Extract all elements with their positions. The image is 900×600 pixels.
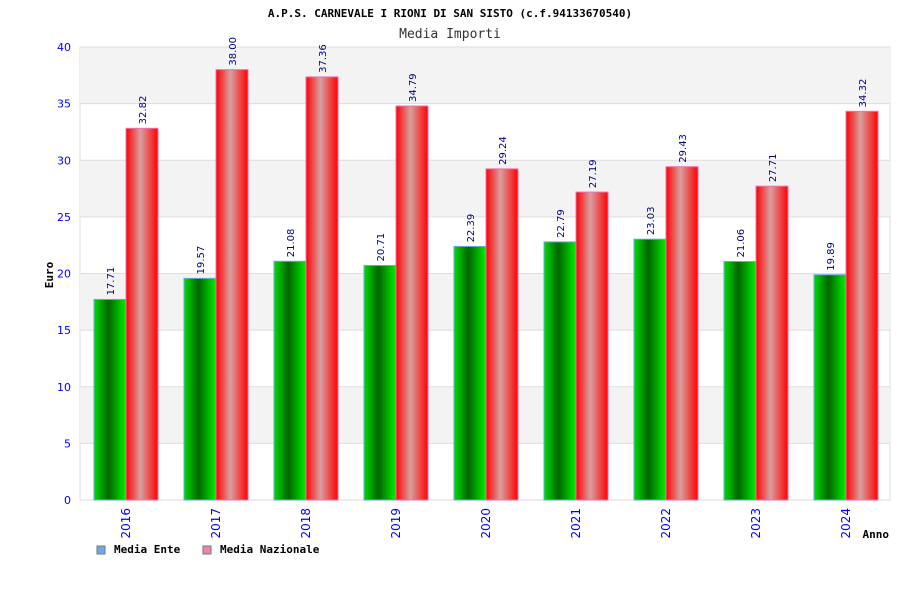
data-label: 22.79 <box>556 209 567 238</box>
bar-media-nazionale <box>485 168 519 501</box>
data-label: 21.08 <box>286 229 297 258</box>
bar-media-ente <box>363 264 397 501</box>
bar-media-nazionale <box>215 69 249 501</box>
grid-band <box>80 47 890 104</box>
x-tick-label: 2020 <box>479 508 493 539</box>
data-label: 23.03 <box>646 207 657 236</box>
bar-media-ente <box>723 260 757 501</box>
x-tick-label: 2017 <box>209 508 223 539</box>
y-tick-label: 0 <box>64 494 71 507</box>
legend-label-media-ente: Media Ente <box>114 543 181 556</box>
chart-title: A.P.S. CARNEVALE I RIONI DI SAN SISTO (c… <box>268 7 632 20</box>
y-tick-label: 5 <box>64 437 71 450</box>
bar-media-nazionale <box>125 127 159 501</box>
data-label: 34.32 <box>858 79 869 108</box>
data-label: 27.71 <box>768 154 779 183</box>
y-tick-label: 25 <box>57 211 71 224</box>
grid-band <box>80 160 890 217</box>
y-tick-label: 40 <box>57 41 71 54</box>
x-tick-label: 2016 <box>119 508 133 539</box>
data-label: 37.36 <box>318 44 329 73</box>
legend-swatch-media-ente <box>96 545 106 555</box>
data-label: 29.43 <box>678 134 689 163</box>
y-tick-label: 15 <box>57 324 71 337</box>
y-tick-label: 20 <box>57 268 71 281</box>
x-axis-label: Anno <box>863 528 890 541</box>
data-label: 34.79 <box>408 73 419 102</box>
legend: Media Ente Media Nazionale <box>96 543 320 556</box>
bar-media-ente <box>93 298 127 501</box>
y-axis-label: Euro <box>43 261 56 288</box>
bar-media-nazionale <box>395 105 429 501</box>
bar-media-ente <box>453 245 487 501</box>
y-tick-label: 30 <box>57 154 71 167</box>
legend-swatch-media-nazionale <box>202 545 212 555</box>
bar-media-nazionale <box>575 191 609 501</box>
data-label: 22.39 <box>466 214 477 243</box>
y-tick-label: 10 <box>57 381 71 394</box>
chart-subtitle: Media Importi <box>399 27 501 42</box>
bar-media-nazionale <box>665 166 699 501</box>
bar-media-ente <box>273 260 307 501</box>
legend-label-media-nazionale: Media Nazionale <box>220 543 320 556</box>
bar-media-ente <box>813 274 847 501</box>
y-tick-label: 35 <box>57 98 71 111</box>
bar-media-nazionale <box>845 110 879 501</box>
data-label: 38.00 <box>228 37 239 66</box>
data-label: 21.06 <box>736 229 747 258</box>
x-tick-label: 2021 <box>569 508 583 539</box>
x-tick-label: 2018 <box>299 508 313 539</box>
data-label: 32.82 <box>138 96 149 125</box>
x-tick-label: 2024 <box>839 508 853 539</box>
bar-media-nazionale <box>305 76 339 501</box>
x-tick-label: 2023 <box>749 508 763 539</box>
data-label: 17.71 <box>106 267 117 296</box>
data-label: 19.57 <box>196 246 207 275</box>
data-label: 27.19 <box>588 159 599 188</box>
x-tick-label: 2019 <box>389 508 403 539</box>
x-tick-label: 2022 <box>659 508 673 539</box>
bar-media-nazionale <box>755 185 789 501</box>
bar-media-ente <box>543 241 577 501</box>
bar-media-ente <box>633 238 667 501</box>
data-label: 29.24 <box>498 136 509 165</box>
bar-media-ente <box>183 277 217 501</box>
data-label: 19.89 <box>826 242 837 271</box>
data-label: 20.71 <box>376 233 387 262</box>
